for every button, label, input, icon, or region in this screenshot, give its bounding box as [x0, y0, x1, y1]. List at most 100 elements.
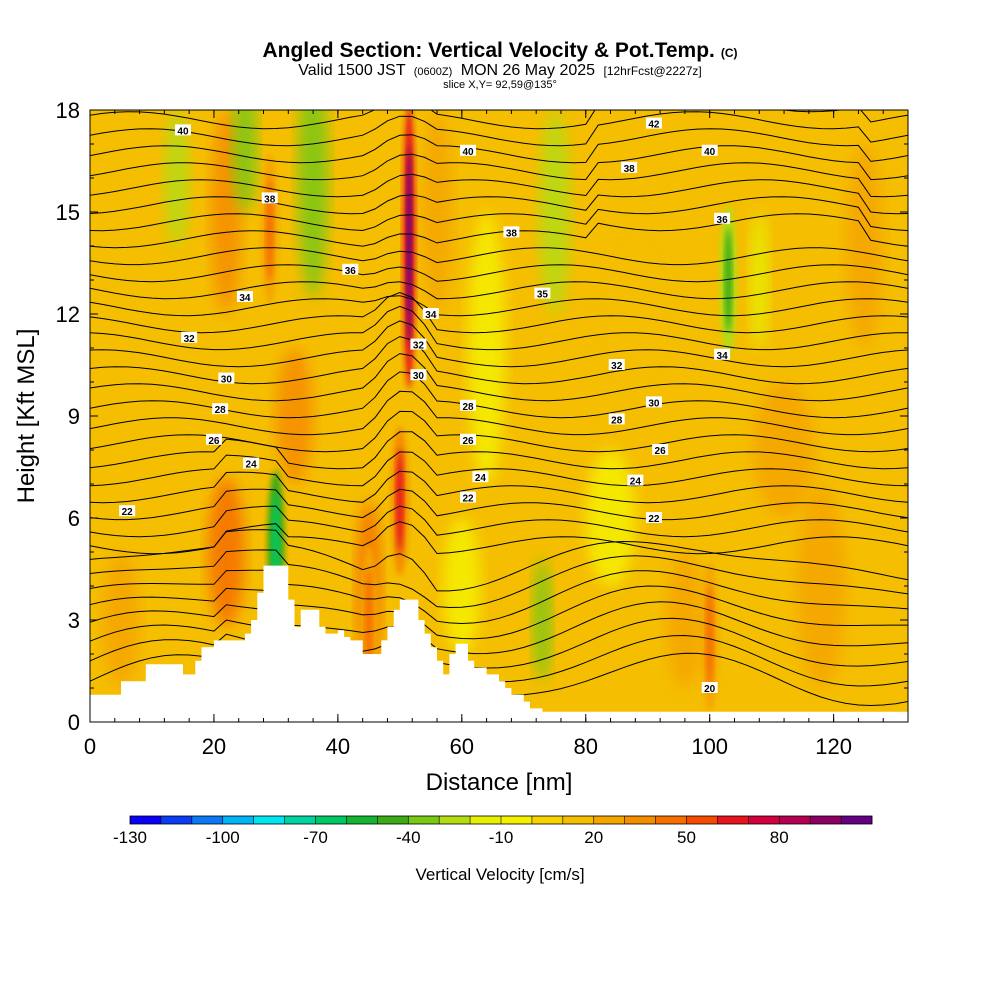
- contour-label: 34: [236, 291, 253, 304]
- svg-text:26: 26: [462, 436, 474, 447]
- colorbar-tick-label: -100: [206, 828, 240, 847]
- contour-label: 30: [645, 396, 662, 409]
- svg-text:34: 34: [717, 351, 729, 362]
- x-tick-label: 40: [326, 734, 350, 759]
- velocity-cell: [468, 212, 506, 484]
- contour-label: 34: [714, 348, 731, 362]
- contour-label: 28: [608, 413, 625, 426]
- contour-label: 26: [205, 433, 222, 447]
- colorbar-tick-label: 80: [770, 828, 789, 847]
- contour-label: 28: [212, 403, 229, 416]
- svg-text:40: 40: [704, 147, 716, 158]
- colorbar-swatch: [686, 816, 718, 824]
- theta-contour-line: [90, 431, 908, 470]
- colorbar-swatch: [439, 816, 471, 824]
- contour-label: 28: [460, 399, 477, 413]
- colorbar-tick-label: 50: [677, 828, 696, 847]
- theta-contour-line: [90, 488, 908, 521]
- svg-text:32: 32: [611, 361, 623, 372]
- theta-contour-line: [90, 549, 908, 609]
- contour-label: 22: [645, 512, 662, 525]
- theta-contour-line: [90, 213, 908, 249]
- colorbar-swatch: [222, 816, 254, 824]
- colorbar-swatch: [470, 816, 502, 824]
- contour-label: 38: [621, 161, 638, 175]
- velocity-cell: [443, 518, 481, 654]
- colorbar-tick-label: 20: [584, 828, 603, 847]
- y-tick-label: 6: [68, 506, 80, 531]
- colorbar-swatch: [315, 816, 347, 824]
- theta-contour-line: [90, 110, 908, 130]
- theta-contour-line: [90, 291, 908, 334]
- contour-labels: 40 40 42 40 38 38 38 36 36 35 34 34 34 32 32 32 30 30 30 28…: [119, 117, 731, 695]
- theta-contour-line: [90, 264, 908, 283]
- velocity-cell: [666, 552, 704, 688]
- chart-title: Angled Section: Vertical Velocity & Pot.…: [262, 39, 737, 62]
- svg-text:32: 32: [184, 334, 196, 345]
- colorbar-swatch: [624, 816, 656, 824]
- contour-label: 20: [701, 682, 718, 695]
- contour-label: 30: [218, 372, 235, 386]
- velocity-cell: [846, 144, 884, 348]
- svg-text:24: 24: [475, 473, 487, 484]
- contour-label: 32: [410, 338, 427, 352]
- contour-label: 30: [410, 369, 427, 382]
- svg-text:24: 24: [630, 477, 642, 488]
- theta-contour-line: [90, 196, 908, 232]
- contour-label: 32: [181, 331, 198, 345]
- velocity-peak: [395, 448, 404, 554]
- theta-contour-line: [90, 521, 908, 555]
- colorbar-swatch: [531, 816, 564, 824]
- svg-text:34: 34: [239, 293, 251, 304]
- contour-label: 40: [460, 144, 477, 158]
- svg-text:38: 38: [264, 194, 276, 205]
- svg-text:36: 36: [717, 215, 729, 226]
- chart-slice-info: slice X,Y= 92,59@135°: [443, 79, 557, 91]
- velocity-cell: [102, 552, 140, 688]
- theta-contour-line: [90, 410, 908, 453]
- contour-label: 26: [652, 444, 669, 457]
- x-tick-label: 100: [691, 734, 728, 759]
- velocity-cell: [796, 484, 847, 688]
- svg-text:42: 42: [648, 120, 660, 131]
- svg-text:26: 26: [208, 436, 220, 447]
- theta-contour-line: [90, 601, 908, 655]
- theta-contour-line: [90, 390, 908, 436]
- colorbar-swatch: [593, 816, 625, 824]
- svg-text:30: 30: [413, 371, 425, 382]
- svg-text:28: 28: [215, 405, 227, 416]
- theta-contour-line: [90, 247, 908, 266]
- colorbar-swatch: [408, 816, 440, 824]
- svg-text:38: 38: [506, 228, 518, 239]
- svg-text:30: 30: [221, 375, 233, 386]
- svg-text:36: 36: [345, 266, 357, 277]
- svg-text:20: 20: [704, 684, 716, 695]
- terrain: [90, 565, 908, 722]
- y-tick-label: 18: [56, 98, 80, 123]
- velocity-cell: [275, 348, 314, 484]
- y-tick-label: 15: [56, 200, 80, 225]
- velocity-cell: [585, 450, 636, 586]
- contour-label: 22: [460, 491, 477, 505]
- contour-label: 24: [243, 457, 260, 471]
- y-tick-label: 9: [68, 404, 80, 429]
- contour-label: 35: [534, 287, 551, 301]
- colorbar: [129, 815, 873, 825]
- theta-contour-line: [90, 145, 908, 181]
- theta-contour-line: [90, 569, 908, 625]
- svg-text:28: 28: [611, 415, 623, 426]
- contour-label: 24: [472, 471, 489, 484]
- colorbar-swatch: [253, 816, 285, 824]
- velocity-peak: [406, 146, 412, 346]
- colorbar-swatch: [130, 816, 162, 824]
- plot-area: 40 40 42 40 38 38 38 36 36 35 34 34 34 32 32 32 30 30 30 28…: [90, 110, 908, 722]
- velocity-cell: [533, 558, 552, 682]
- colorbar-ticks: -130 -100 -70 -40 -10 20 50 80: [113, 828, 789, 847]
- theta-contour-line: [90, 451, 908, 487]
- theta-contour-line: [90, 320, 908, 368]
- x-tick-label: 60: [450, 734, 474, 759]
- svg-text:24: 24: [246, 460, 258, 471]
- velocity-peak: [364, 567, 373, 673]
